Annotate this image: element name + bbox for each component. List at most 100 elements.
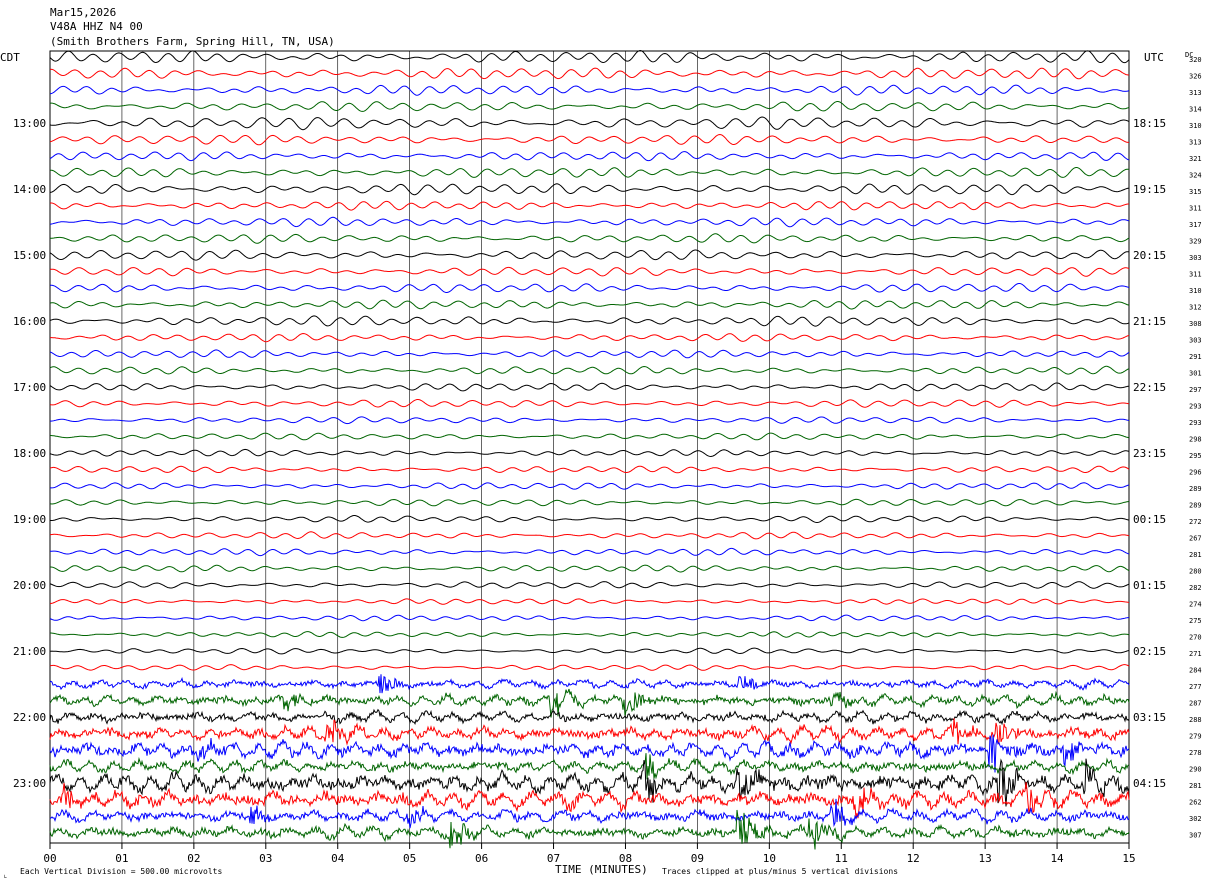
trace-row bbox=[49, 399, 1130, 408]
trace-row bbox=[49, 84, 1130, 96]
trace-row bbox=[49, 416, 1130, 425]
right-hour-label: 03:15 bbox=[1133, 711, 1166, 724]
dc-offset-label: 287 bbox=[1189, 700, 1202, 708]
left-hour-label: 23:00 bbox=[13, 777, 46, 790]
left-hour-label: 18:00 bbox=[13, 447, 46, 460]
right-hour-label: 04:15 bbox=[1133, 777, 1166, 790]
trace-row bbox=[49, 349, 1130, 359]
dc-offset-label: 270 bbox=[1189, 634, 1202, 642]
dc-offset-label: 301 bbox=[1189, 370, 1202, 378]
dc-offset-label: 293 bbox=[1189, 419, 1202, 427]
left-hour-label: 15:00 bbox=[13, 249, 46, 262]
x-tick-label: 07 bbox=[547, 852, 560, 865]
dc-offset-label: 281 bbox=[1189, 551, 1202, 559]
dc-offset-label: 303 bbox=[1189, 337, 1202, 345]
x-tick-label: 14 bbox=[1050, 852, 1064, 865]
right-hour-label: 20:15 bbox=[1133, 249, 1166, 262]
dc-offset-label: 271 bbox=[1189, 650, 1202, 658]
dc-offset-label: 267 bbox=[1189, 535, 1202, 543]
x-axis-label: TIME (MINUTES) bbox=[555, 863, 648, 876]
dc-offset-label: 302 bbox=[1189, 815, 1202, 823]
trace-row bbox=[49, 49, 1130, 64]
trace-row bbox=[49, 498, 1130, 507]
x-tick-label: 15 bbox=[1122, 852, 1135, 865]
trace-row bbox=[49, 151, 1130, 162]
dc-offset-label: 321 bbox=[1189, 155, 1202, 163]
trace-row bbox=[49, 465, 1130, 474]
trace-row bbox=[49, 299, 1130, 310]
x-tick-label: 05 bbox=[403, 852, 416, 865]
dc-offset-label: 289 bbox=[1189, 502, 1202, 510]
trace-row bbox=[49, 101, 1130, 112]
trace-row bbox=[49, 515, 1130, 524]
dc-offset-label: 311 bbox=[1189, 205, 1202, 213]
dc-offset-labels: 320 326 313 314 310 313 321 324 315 311 317 329 303 3… bbox=[1189, 56, 1202, 840]
trace-row bbox=[49, 614, 1129, 622]
trace-row bbox=[49, 482, 1130, 490]
trace-row bbox=[50, 631, 1130, 638]
trace-row bbox=[49, 382, 1130, 392]
dc-offset-label: 324 bbox=[1189, 172, 1202, 180]
right-hour-label: 00:15 bbox=[1133, 513, 1166, 526]
dc-offset-label: 281 bbox=[1189, 782, 1202, 790]
trace-row bbox=[49, 734, 1130, 773]
trace-row bbox=[49, 688, 1130, 718]
trace-row bbox=[49, 365, 1130, 375]
x-tick-label: 11 bbox=[835, 852, 848, 865]
trace-row bbox=[49, 581, 1130, 589]
dc-offset-label: 290 bbox=[1189, 766, 1202, 774]
trace-row bbox=[50, 167, 1130, 178]
trace-row bbox=[49, 200, 1129, 211]
left-hour-label: 13:00 bbox=[13, 117, 46, 130]
dc-offset-label: 313 bbox=[1189, 139, 1202, 147]
right-hour-label: 23:15 bbox=[1133, 447, 1166, 460]
left-hour-label: 14:00 bbox=[13, 183, 46, 196]
dc-offset-label: 315 bbox=[1189, 188, 1202, 196]
dc-offset-label: 284 bbox=[1189, 667, 1202, 675]
dc-offset-label: 297 bbox=[1189, 386, 1202, 394]
dc-offset-label: 277 bbox=[1189, 683, 1202, 691]
dc-offset-label: 326 bbox=[1189, 73, 1202, 81]
trace-row bbox=[49, 781, 1130, 819]
dc-offset-label: 278 bbox=[1189, 749, 1202, 757]
trace-row bbox=[49, 266, 1130, 277]
dc-offset-label: 329 bbox=[1189, 238, 1202, 246]
dc-offset-label: 320 bbox=[1189, 56, 1202, 64]
x-tick-label: 00 bbox=[43, 852, 56, 865]
header-station: V48A HHZ N4 00 bbox=[50, 20, 143, 33]
left-hour-label: 19:00 bbox=[13, 513, 46, 526]
trace-row bbox=[49, 183, 1130, 196]
trace-row bbox=[49, 448, 1130, 458]
x-tick-label: 04 bbox=[331, 852, 345, 865]
x-tick-label: 10 bbox=[763, 852, 776, 865]
trace-row bbox=[49, 283, 1130, 293]
trace-row bbox=[49, 67, 1129, 80]
trace-row bbox=[49, 809, 1130, 850]
trace-row bbox=[49, 598, 1130, 605]
dc-offset-label: 274 bbox=[1189, 601, 1202, 609]
header-location: (Smith Brothers Farm, Spring Hill, TN, U… bbox=[50, 35, 335, 48]
dc-offset-label: 280 bbox=[1189, 568, 1202, 576]
hour-labels: 13:00 18:15 14:00 19:15 15:00 20:15 16:00 21:15… bbox=[13, 117, 1166, 790]
x-tick-label: 02 bbox=[187, 852, 200, 865]
trace-row bbox=[49, 798, 1130, 829]
right-hour-label: 01:15 bbox=[1133, 579, 1166, 592]
dc-offset-label: 310 bbox=[1189, 287, 1202, 295]
x-axis-ticks: 00 01 02 03 04 05 06 07 08 09 10 11 12 13 14 15 bbox=[43, 843, 1136, 865]
dc-offset-label: 289 bbox=[1189, 485, 1202, 493]
right-hour-label: 18:15 bbox=[1133, 117, 1166, 130]
dc-offset-label: 307 bbox=[1189, 832, 1202, 840]
trace-row bbox=[49, 332, 1130, 343]
trace-row bbox=[49, 249, 1130, 261]
clip-text: Traces clipped at plus/minus 5 vertical … bbox=[662, 867, 898, 876]
right-hour-label: 22:15 bbox=[1133, 381, 1166, 394]
left-hour-label: 17:00 bbox=[13, 381, 46, 394]
x-tick-label: 13 bbox=[979, 852, 992, 865]
dc-offset-label: 303 bbox=[1189, 254, 1202, 262]
trace-row bbox=[49, 233, 1130, 244]
dc-offset-label: 308 bbox=[1189, 320, 1202, 328]
seismogram-traces bbox=[49, 49, 1130, 850]
dc-offset-label: 282 bbox=[1189, 584, 1202, 592]
minute-gridlines bbox=[49, 51, 1130, 843]
dc-offset-label: 279 bbox=[1189, 733, 1202, 741]
